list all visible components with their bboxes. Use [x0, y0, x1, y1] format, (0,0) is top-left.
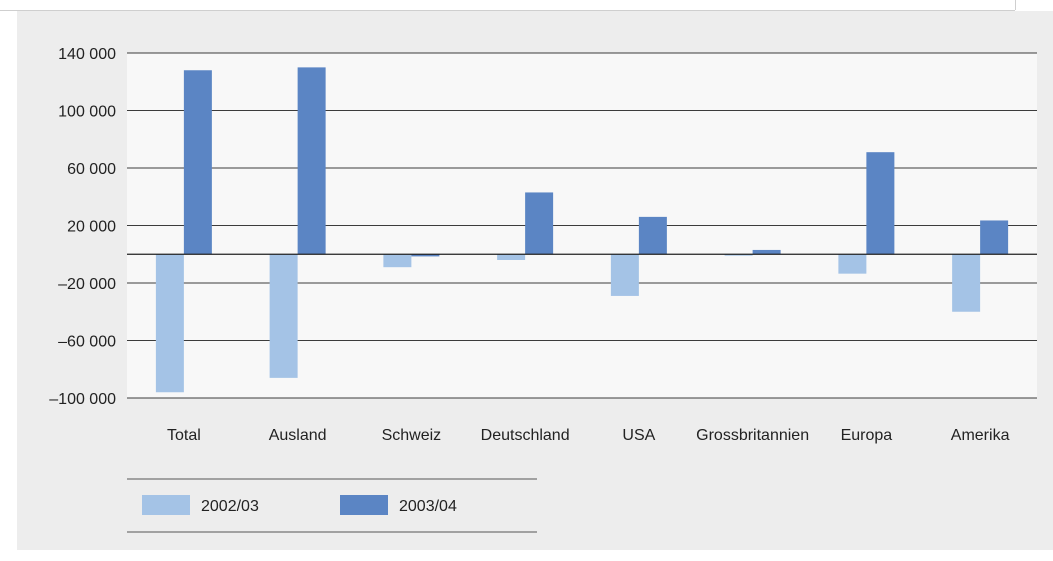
y-tick-label: 60 000 [67, 161, 116, 178]
top-border [0, 10, 1015, 11]
category-label: Total [167, 427, 201, 444]
legend-items: 2002/03 2003/04 [142, 495, 457, 515]
y-tick-label: –60 000 [58, 334, 116, 351]
gridlines [127, 52, 1037, 399]
legend-swatch [340, 495, 388, 515]
bar-usa-2003-04 [638, 216, 667, 255]
bar-deutschland-2002-03 [497, 254, 526, 260]
y-tick-label: 140 000 [58, 46, 116, 63]
bar-ausland-2003-04 [297, 67, 326, 255]
bar-europa-2003-04 [866, 152, 895, 255]
category-label: Europa [841, 427, 893, 444]
bar-europa-2002-03 [838, 254, 867, 274]
bar-grossbritannien-2002-03 [724, 254, 753, 256]
y-tick-label: –20 000 [58, 276, 116, 293]
category-label: Schweiz [382, 427, 442, 444]
legend-label: 2002/03 [201, 498, 259, 515]
bar-amerika-2002-03 [952, 254, 981, 312]
bar-grossbritannien-2003-04 [752, 249, 781, 255]
y-axis-ticks: 140 000 100 000 60 000 20 000 –20 000 –60 000… [49, 46, 116, 408]
legend-label: 2003/04 [399, 498, 457, 515]
category-label: Deutschland [481, 427, 570, 444]
category-label: Ausland [269, 427, 327, 444]
bar-ausland-2002-03 [269, 254, 298, 378]
category-label: Grossbritannien [696, 427, 809, 444]
y-tick-label: 20 000 [67, 219, 116, 236]
bar-schweiz-2003-04 [411, 254, 440, 257]
y-tick-label: 100 000 [58, 104, 116, 121]
bar-total-2003-04 [183, 70, 212, 255]
category-label: USA [622, 427, 655, 444]
bar-amerika-2003-04 [980, 220, 1009, 255]
category-label: Amerika [951, 427, 1010, 444]
y-tick-label: –100 000 [49, 391, 116, 408]
bar-schweiz-2002-03 [383, 254, 412, 268]
legend-swatch [142, 495, 190, 515]
bars [155, 67, 1009, 393]
bar-deutschland-2003-04 [525, 192, 554, 255]
legend: 2002/03 2003/04 [127, 478, 537, 533]
bar-total-2002-03 [155, 254, 184, 393]
x-axis-categories: Total Ausland Schweiz Deutschland USA Grossbr… [167, 427, 1010, 444]
bar-usa-2002-03 [610, 254, 639, 296]
top-border-cut [1015, 0, 1016, 10]
